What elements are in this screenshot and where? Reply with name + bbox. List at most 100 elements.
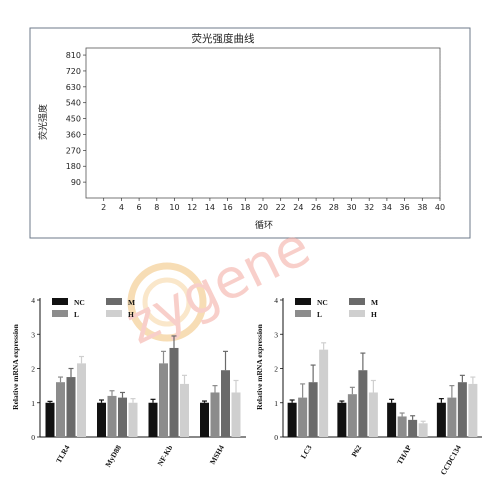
y-tick-label: 0 [274,433,278,442]
legend-label: H [128,310,134,319]
bar [66,377,76,437]
legend-swatch [295,298,311,305]
x-tick-label: 26 [311,203,321,212]
x-tick-label: 14 [205,203,215,212]
category-label: NF-Kb [155,444,174,468]
legend-label: M [371,298,378,307]
bar [169,347,179,437]
legend-label: H [371,310,377,319]
y-tick-label: 4 [274,296,278,305]
y-tick-label: 450 [66,115,81,124]
x-tick-label: 32 [364,203,374,212]
amplification-axes: 2 4 6 8 10 12 14 16 18 20 22 24 26 28 30 32 34 36 38 409018… [66,47,445,212]
category-label: LC3 [299,443,314,460]
y-tick-label: 2 [31,365,35,374]
bar [128,402,138,437]
x-tick-label: 36 [400,203,410,212]
bar [408,419,418,437]
category-label: THAP [395,443,413,466]
watermark-logo-ring-inner [142,277,192,327]
y-tick-label: 90 [71,178,81,187]
bar [107,395,117,437]
bar [418,423,428,437]
x-tick-label: 18 [240,203,250,212]
amplification-xlabel: 循环 [255,219,273,231]
y-tick-label: 2 [274,365,278,374]
watermark-logo-ring-outer [127,262,207,342]
bar [298,397,308,437]
x-tick-label: 30 [346,203,356,212]
x-tick-label: 8 [154,203,159,212]
bar [159,363,168,437]
legend-swatch [349,298,365,305]
amplification-ylabel: 荧光强度 [37,104,49,140]
bar [200,402,209,437]
bar [397,416,407,437]
x-tick-label: 28 [329,203,339,212]
bar [457,382,467,437]
amplification-chart-title: 荧光强度曲线 [192,32,255,45]
legend-label: L [317,310,322,319]
bar [468,383,478,437]
bar [77,363,86,437]
bar [347,394,357,437]
x-tick-label: 4 [119,203,124,212]
bar [45,402,55,437]
legend-label: L [74,310,79,319]
category-label: CCDC134 [439,443,463,476]
bar-left-ylabel: Relative mRNA expression [11,323,20,410]
amplification-plot-area [85,47,441,199]
y-tick-label: 1 [31,399,35,408]
legend-label: M [128,298,135,307]
bar [337,402,347,437]
category-label: MyD88 [103,443,123,468]
x-tick-label: 10 [169,203,179,212]
y-tick-label: 360 [66,130,81,139]
legend-swatch [349,310,365,317]
bar-chart-right: 0 1 2 3 4 LC3 P62 THAP CCDC134 NC M L H [274,296,482,477]
bar [231,392,241,437]
x-tick-label: 24 [293,203,303,212]
bar [97,402,106,437]
bar [447,397,457,437]
bar [319,349,329,437]
x-tick-label: 22 [276,203,286,212]
x-tick-label: 20 [258,203,268,212]
legend-label: NC [317,298,328,307]
bar [221,370,230,437]
x-tick-label: 16 [223,203,233,212]
y-tick-label: 3 [274,330,278,339]
bar [56,382,65,437]
x-tick-label: 38 [417,203,427,212]
legend-swatch [106,310,122,317]
x-tick-label: 6 [137,203,142,212]
y-tick-label: 630 [66,83,81,92]
legend-swatch [52,298,68,305]
bar [148,402,158,437]
y-tick-label: 4 [31,296,35,305]
category-label: TLR4 [54,443,72,464]
bar [118,397,127,437]
bar [368,392,378,437]
y-tick-label: 720 [66,67,81,76]
y-tick-label: 1 [274,399,278,408]
x-tick-label: 40 [435,203,445,212]
x-tick-label: 12 [187,203,197,212]
bar [308,382,318,437]
legend-swatch [106,298,122,305]
x-tick-label: 34 [382,203,392,212]
bar [358,370,368,437]
y-tick-label: 3 [31,330,35,339]
y-tick-label: 0 [31,433,35,442]
category-label: MSH4 [208,443,226,466]
bar [180,383,189,437]
bar [287,402,297,437]
legend-swatch [295,310,311,317]
bar [387,402,397,437]
category-label: P62 [350,443,364,458]
bar [436,402,446,437]
y-tick-label: 810 [66,51,81,60]
legend-swatch [52,310,68,317]
y-tick-label: 540 [66,99,81,108]
